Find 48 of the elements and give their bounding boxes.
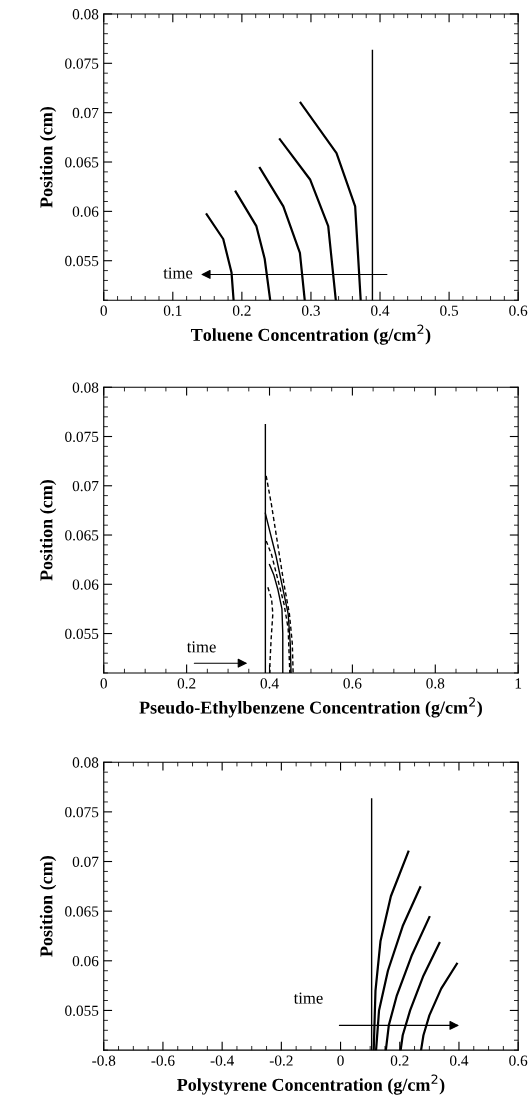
x-tick-label: 0 bbox=[100, 305, 107, 316]
x-tick-label: -0.4 bbox=[210, 1055, 234, 1066]
y-axis-title: Position (cm) bbox=[39, 856, 57, 957]
y-tick-label: 0.075 bbox=[65, 58, 99, 69]
y-tick-label: 0.055 bbox=[65, 628, 99, 640]
x-tick-label: 1 bbox=[515, 678, 522, 689]
y-tick-label: 0.08 bbox=[72, 382, 99, 393]
x-tick-label: 0.4 bbox=[450, 1055, 469, 1066]
y-tick-label: 0.075 bbox=[65, 807, 99, 818]
y-tick-label: 0.07 bbox=[72, 480, 99, 492]
x-tick-label: 0.4 bbox=[260, 678, 279, 689]
y-tick-label: 0.065 bbox=[65, 157, 99, 168]
x-tick-label: 0.6 bbox=[509, 305, 528, 316]
x-axis-title: Polystyrene Concentration (g/cm$^{2}$) bbox=[177, 1074, 445, 1095]
x-tick-label: 0.2 bbox=[390, 1055, 409, 1066]
x-tick-label: 0 bbox=[100, 678, 107, 689]
y-tick-label: 0.075 bbox=[65, 431, 99, 443]
x-tick-label: -0.2 bbox=[269, 1055, 293, 1066]
y-tick-label: 0.06 bbox=[72, 579, 99, 590]
x-tick-label: 0.5 bbox=[440, 305, 459, 316]
x-tick-label: 0.2 bbox=[232, 305, 251, 316]
x-tick-label: -0.6 bbox=[151, 1055, 175, 1066]
x-tick-label: 0 bbox=[337, 1055, 344, 1066]
x-tick-label: 0.1 bbox=[163, 305, 182, 316]
y-tick-label: 0.07 bbox=[72, 107, 99, 119]
x-axis-title: Toluene Concentration (g/cm$^{2}$) bbox=[190, 324, 431, 345]
x-tick-label: 0.3 bbox=[301, 305, 320, 316]
annotation: time bbox=[293, 992, 323, 1004]
y-tick-label: 0.08 bbox=[72, 9, 99, 20]
annotation: time bbox=[163, 267, 193, 279]
y-tick-label: 0.06 bbox=[72, 206, 99, 217]
y-axis-title: Position (cm) bbox=[39, 106, 57, 208]
x-tick-label: 0.8 bbox=[426, 678, 445, 689]
x-tick-label: -0.8 bbox=[92, 1055, 116, 1066]
y-tick-label: 0.055 bbox=[65, 255, 99, 267]
y-axis-title: Position (cm) bbox=[39, 480, 57, 581]
x-tick-label: 0.6 bbox=[509, 1055, 528, 1066]
y-tick-label: 0.055 bbox=[65, 1005, 99, 1016]
y-tick-label: 0.065 bbox=[65, 906, 99, 917]
y-tick-label: 0.08 bbox=[72, 757, 99, 768]
y-tick-label: 0.065 bbox=[65, 530, 99, 541]
y-tick-label: 0.07 bbox=[72, 856, 99, 868]
x-tick-label: 0.6 bbox=[343, 678, 362, 689]
annotation: time bbox=[186, 641, 216, 653]
y-tick-label: 0.06 bbox=[72, 955, 99, 967]
x-axis-title: Pseudo-Ethylbenzene Concentration (g/cm$^{2}$) bbox=[139, 697, 482, 718]
x-tick-label: 0.4 bbox=[371, 305, 390, 316]
x-tick-label: 0.2 bbox=[177, 678, 196, 689]
